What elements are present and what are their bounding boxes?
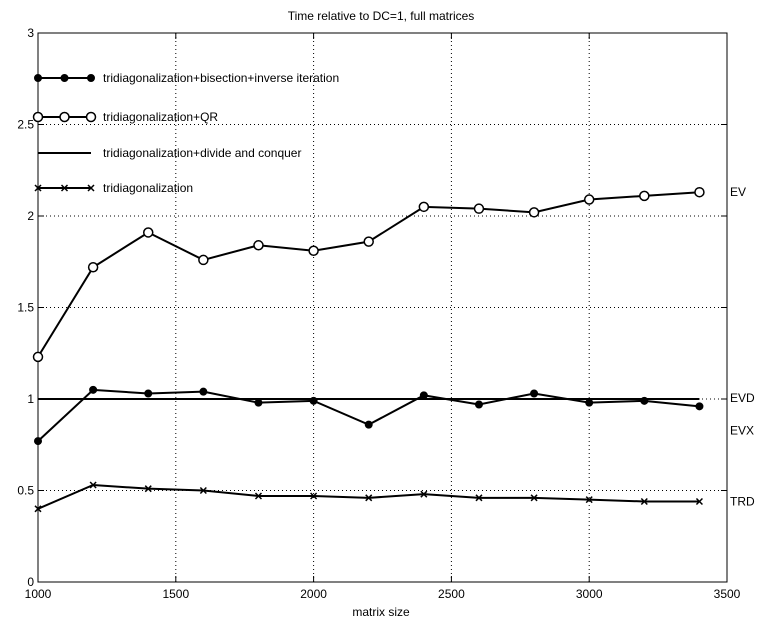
y-tick-label: 1 — [27, 392, 34, 406]
legend-marker — [87, 74, 95, 82]
legend-marker — [85, 111, 97, 123]
legend: tridiagonalization+bisection+inverse ite… — [32, 71, 339, 195]
legend-marker — [32, 111, 44, 123]
x-marker-stroke — [34, 184, 42, 192]
x-marker-stroke — [89, 481, 97, 489]
legend-item-3: tridiagonalization — [34, 181, 193, 195]
data-point — [418, 201, 430, 213]
data-point — [144, 389, 153, 398]
axis-ticks: 1000 1500 2000 2500 3000 3500 0 0.5 1 1.5 2 2.5 3 — [17, 26, 740, 601]
data-point — [198, 254, 209, 266]
x-marker-stroke — [585, 496, 593, 504]
x-tick-label: 1500 — [162, 587, 189, 601]
x-marker-stroke — [34, 505, 42, 513]
legend-item-0: tridiagonalization+bisection+inverse ite… — [34, 71, 339, 85]
series-line — [37, 191, 700, 358]
x-tick-label: 2500 — [438, 587, 465, 601]
series-0 — [34, 385, 704, 446]
end-label-ev: EV — [730, 185, 746, 199]
y-tick-label: 2.5 — [17, 118, 34, 132]
x-tick-label: 3500 — [714, 587, 741, 601]
x-marker-stroke — [475, 494, 483, 502]
data-point — [32, 351, 44, 363]
data-point — [89, 385, 98, 394]
x-marker-stroke — [60, 184, 69, 192]
data-point — [419, 391, 428, 400]
data-point — [475, 494, 483, 502]
legend-label: tridiagonalization+divide and conquer — [103, 146, 301, 160]
series-layer — [32, 186, 705, 513]
legend-item-1: tridiagonalization+QR — [32, 110, 218, 124]
x-marker-stroke — [199, 486, 207, 495]
x-marker-stroke — [365, 494, 373, 502]
data-point — [640, 497, 648, 506]
data-point — [530, 494, 538, 502]
data-point — [695, 402, 704, 411]
end-label-trd: TRD — [730, 494, 755, 508]
series-1 — [32, 186, 705, 363]
x-marker-stroke — [144, 485, 152, 493]
x-marker-stroke — [420, 490, 428, 498]
data-point — [473, 203, 485, 214]
data-point — [530, 389, 539, 398]
series-line — [37, 388, 700, 442]
data-point — [365, 494, 373, 502]
x-marker-stroke — [310, 492, 318, 500]
y-tick-label: 1.5 — [17, 301, 34, 315]
y-tick-label: 3 — [27, 26, 34, 40]
data-point — [583, 194, 595, 205]
data-point — [364, 420, 373, 429]
legend-marker — [34, 184, 42, 192]
data-point — [199, 486, 207, 495]
x-tick-label: 2000 — [300, 587, 327, 601]
data-point — [89, 481, 97, 489]
x-axis-label: matrix size — [352, 605, 410, 619]
data-point — [420, 490, 428, 498]
end-label-evd: EVD — [730, 391, 755, 405]
data-point — [528, 207, 540, 218]
legend-marker — [87, 184, 95, 192]
data-point — [34, 437, 42, 446]
y-tick-label: 0.5 — [17, 484, 34, 498]
data-point — [585, 398, 594, 407]
y-tick-label: 2 — [27, 209, 34, 223]
x-marker-stroke — [254, 492, 263, 500]
x-tick-label: 3000 — [576, 587, 603, 601]
data-point — [585, 496, 593, 504]
legend-marker — [34, 74, 42, 82]
data-point — [34, 505, 42, 513]
x-marker-stroke — [695, 497, 703, 506]
data-point — [310, 492, 318, 500]
legend-label: tridiagonalization+bisection+inverse ite… — [103, 71, 339, 85]
chart-title: Time relative to DC=1, full matrices — [288, 9, 475, 23]
end-label-evx: EVX — [730, 423, 754, 437]
data-point — [199, 387, 208, 396]
data-point — [694, 186, 705, 198]
data-point — [474, 400, 483, 409]
legend-marker — [60, 184, 69, 192]
data-point — [142, 227, 154, 238]
legend-label: tridiagonalization+QR — [103, 110, 218, 124]
legend-label: tridiagonalization — [103, 181, 193, 195]
x-marker-stroke — [530, 494, 538, 502]
legend-marker — [60, 74, 69, 82]
data-point — [308, 245, 319, 257]
data-point — [254, 492, 263, 500]
legend-item-2: tridiagonalization+divide and conquer — [38, 146, 301, 160]
x-marker-stroke — [640, 497, 648, 506]
data-point — [695, 497, 703, 506]
data-point — [639, 190, 650, 202]
data-point — [254, 398, 263, 407]
end-labels: EVX EV EVD TRD — [730, 185, 755, 508]
data-point — [87, 261, 99, 273]
series-3 — [34, 481, 703, 513]
y-tick-label: 0 — [27, 575, 34, 589]
data-point — [363, 236, 374, 247]
legend-marker — [59, 111, 70, 123]
x-marker-stroke — [87, 184, 95, 192]
x-tick-label: 1000 — [25, 587, 52, 601]
data-point — [144, 485, 152, 493]
data-point — [253, 240, 264, 251]
